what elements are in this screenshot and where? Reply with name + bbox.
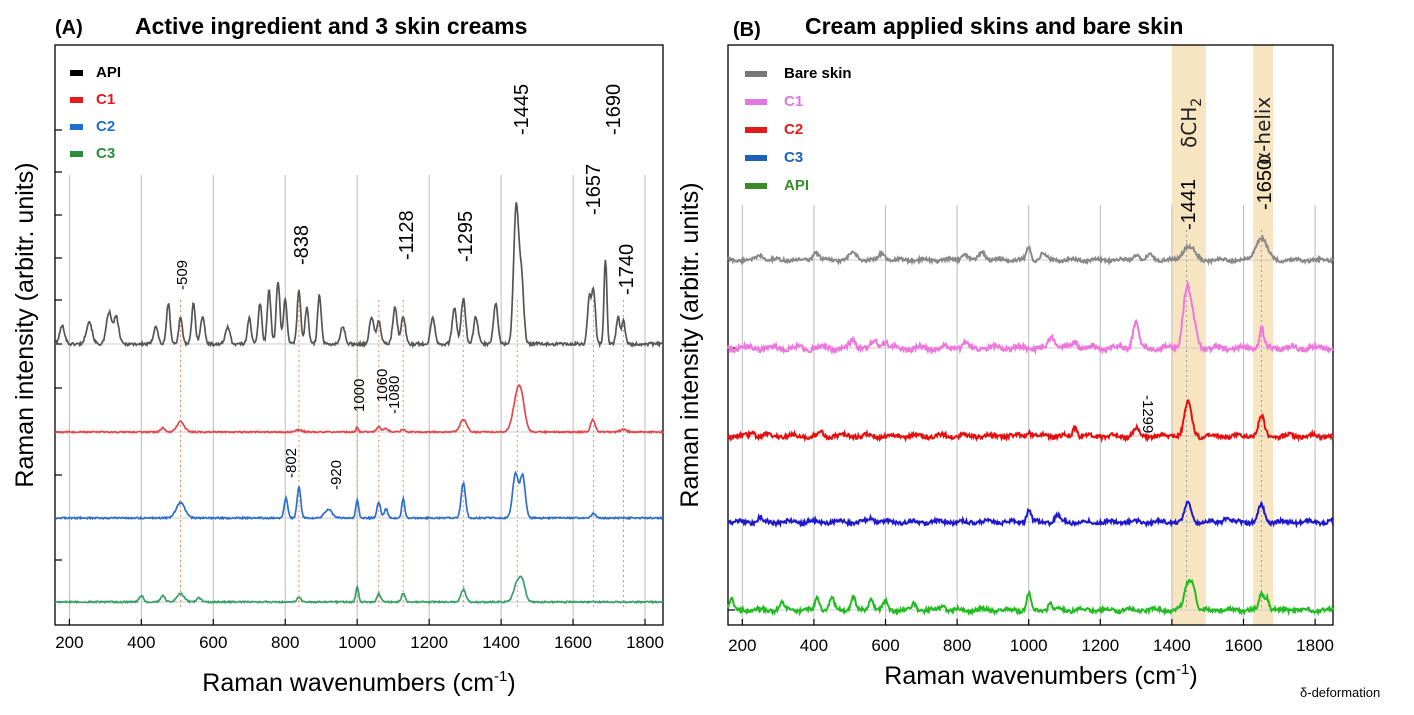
spectrum-line-c2 xyxy=(54,470,664,521)
x-tick-label: 600 xyxy=(871,636,899,655)
panel-a-label: (A) xyxy=(55,17,83,39)
panel-b-x-axis-label: Raman wavenumbers (cm-1) xyxy=(884,661,1197,690)
legend-label: C2 xyxy=(784,121,803,138)
legend-swatch xyxy=(745,71,767,77)
peak-label: -1445 xyxy=(511,84,533,135)
peak-label: -802 xyxy=(283,448,300,478)
panel-b-y-axis-label: Raman intensity (arbitr. units) xyxy=(676,182,704,507)
legend-swatch xyxy=(745,183,767,189)
peak-label: -1690 xyxy=(603,84,625,135)
legend-label: C3 xyxy=(96,145,115,162)
legend-swatch xyxy=(70,97,83,103)
peak-label: -920 xyxy=(328,460,345,490)
x-tick-label: 200 xyxy=(55,633,83,652)
x-tick-label: 1200 xyxy=(1081,636,1119,655)
panel-a-title: Active ingredient and 3 skin creams xyxy=(135,13,527,39)
panel-b-title: Cream applied skins and bare skin xyxy=(805,13,1183,39)
plot-frame xyxy=(727,44,1334,626)
x-tick-label: 800 xyxy=(943,636,971,655)
x-tick-label: 800 xyxy=(271,633,299,652)
x-tick-label: 400 xyxy=(127,633,155,652)
peak-label: -838 xyxy=(291,225,313,265)
legend-label: C1 xyxy=(784,93,803,110)
highlight-band xyxy=(1171,45,1206,625)
legend-label: API xyxy=(784,177,809,194)
panel-a-legend: API C1 C2 C3 xyxy=(70,64,121,162)
peak-label: -1657 xyxy=(583,164,605,215)
panel-b: (B) Cream applied skins and bare skin Ra… xyxy=(676,13,1334,690)
panel-a: (A) Active ingredient and 3 skin creams … xyxy=(11,13,664,697)
panel-b-plot-area: 200 400 600 800 1000 1200 1400 1600 1800 -1441 -16… xyxy=(727,44,1334,655)
peak-label: -1441 xyxy=(1178,179,1200,230)
peak-label: -509 xyxy=(174,260,191,290)
spectrum-line-c2 xyxy=(727,399,1334,444)
peak-label: 1000 xyxy=(351,379,368,412)
x-tick-label: 1000 xyxy=(338,633,376,652)
peak-label: -1128 xyxy=(396,210,418,260)
legend-swatch xyxy=(70,124,83,130)
peak-label: 1060 xyxy=(374,369,391,402)
footnote-delta-deformation: δ-deformation xyxy=(1300,685,1380,700)
peak-label: -1295 xyxy=(455,211,477,262)
x-tick-label: 400 xyxy=(800,636,828,655)
spectrum-line-c3 xyxy=(727,500,1334,529)
spectrum-line-api xyxy=(727,578,1334,617)
x-tick-label: 1000 xyxy=(1010,636,1048,655)
band-label: α-helix xyxy=(1251,97,1275,165)
legend-swatch xyxy=(70,151,83,157)
x-tick-label: 1400 xyxy=(1153,636,1191,655)
plot-frame xyxy=(54,44,664,626)
x-tick-label: 1800 xyxy=(626,633,664,652)
legend-swatch xyxy=(745,127,767,133)
legend-label: C2 xyxy=(96,118,115,135)
spectrum-line-c1 xyxy=(727,279,1334,356)
spectrum-line-c1 xyxy=(54,383,664,435)
band-label: δCH2 xyxy=(1177,98,1205,148)
peak-label: -1080 xyxy=(386,376,403,414)
legend-label: API xyxy=(96,64,121,81)
legend-swatch xyxy=(745,99,767,105)
panel-b-label: (B) xyxy=(733,19,761,41)
panel-a-plot-area: 200 400 600 800 1000 1200 1400 1600 1800 -509 -838… xyxy=(54,44,664,652)
legend-swatch xyxy=(745,155,767,161)
peak-label: -1299 xyxy=(1139,395,1156,433)
legend-label: C1 xyxy=(96,91,115,108)
x-tick-label: 200 xyxy=(728,636,756,655)
legend-label: C3 xyxy=(784,149,803,166)
x-tick-label: 1200 xyxy=(410,633,448,652)
spectrum-line-api xyxy=(54,202,664,349)
spectrum-line-c3 xyxy=(54,575,664,605)
legend-label: Bare skin xyxy=(784,65,852,82)
panel-a-x-axis-label: Raman wavenumbers (cm-1) xyxy=(202,668,515,697)
x-tick-label: 600 xyxy=(199,633,227,652)
x-tick-label: 1400 xyxy=(482,633,520,652)
peak-label: -1740 xyxy=(616,244,638,295)
x-tick-label: 1800 xyxy=(1296,636,1334,655)
panel-b-legend: Bare skin C1 C2 C3 API xyxy=(745,65,852,194)
spectrum-line-bare-skin xyxy=(727,234,1334,267)
panel-a-y-axis-label: Raman intensity (arbitr. units) xyxy=(11,162,39,487)
legend-swatch xyxy=(70,70,83,76)
peak-label: -1650 xyxy=(1254,159,1276,210)
x-tick-label: 1600 xyxy=(1225,636,1263,655)
x-tick-label: 1600 xyxy=(554,633,592,652)
